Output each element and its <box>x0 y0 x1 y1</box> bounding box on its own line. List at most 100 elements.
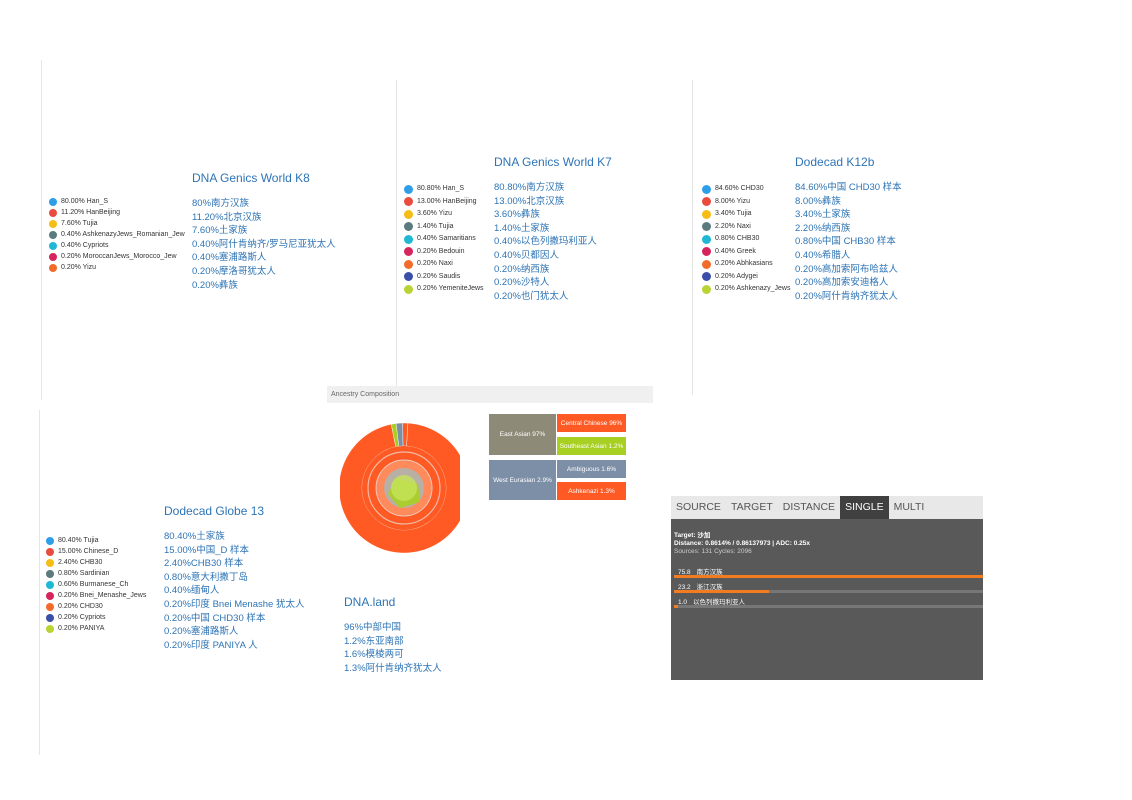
inner-ring <box>367 451 441 525</box>
legend-swatch <box>404 197 413 207</box>
tab-target[interactable]: TARGET <box>730 501 773 513</box>
legend-swatch <box>702 184 711 194</box>
result-bar <box>674 590 769 593</box>
translation-line: 0.20%摩洛哥犹太人 <box>192 265 276 277</box>
centre-highlight <box>391 475 417 501</box>
tab-source[interactable]: SOURCE <box>676 501 721 513</box>
legend-entry: 0.20% Ashkenazy_Jews <box>702 283 791 296</box>
result-row-label: 1.0 以色列撒玛利亚人 <box>678 596 745 606</box>
legend-label: 0.80% CHB30 <box>715 235 760 242</box>
legend-swatch <box>46 558 54 567</box>
legend-entry: 15.00% Chinese_D <box>46 546 146 557</box>
legend-label: 0.20% Bnei_Menashe_Jews <box>58 592 147 599</box>
legend-k8: 80.00% Han_S 11.20% HanBeijing 7.60% Tujia… <box>49 196 185 273</box>
legend-label: 13.00% HanBeijing <box>417 197 477 205</box>
legend-swatch <box>46 602 54 611</box>
legend-swatch <box>49 197 57 206</box>
legend-swatch <box>49 252 57 261</box>
legend-entry: 13.00% HanBeijing <box>404 196 484 209</box>
legend-entry: 0.20% Saudis <box>404 271 484 284</box>
zh-list-k8: 80%南方汉族 11.20%北京汉族 7.60%土家族 0.40%阿什肯纳齐/罗马尼亚… <box>192 197 336 292</box>
result-bar-track <box>674 590 983 593</box>
legend-entry: 0.60% Burmanese_Ch <box>46 579 146 590</box>
legend-entry: 0.20% Bedouin <box>404 246 484 259</box>
legend-entry: 0.20% YemeniteJews <box>404 283 484 296</box>
chart-title-k12b: Dodecad K12b <box>795 155 875 169</box>
result-population: 以色列撒玛利亚人 <box>693 599 746 606</box>
legend-label: 3.40% Tujia <box>715 210 752 217</box>
legend-swatch <box>49 241 57 250</box>
legend-swatch <box>46 591 54 600</box>
legend-swatch <box>702 222 711 232</box>
sub-box-southeast-asian: Southeast Asian 1.2% <box>557 437 626 455</box>
legend-entry: 80.80% Han_S <box>404 183 484 196</box>
tab-single[interactable]: SINGLE <box>840 496 889 519</box>
ancestry-donut-chart <box>340 422 460 554</box>
zh-list-k7: 80.80%南方汉族 13.00%北京汉族 3.60%彝族 1.40%土家族 0.40%… <box>494 181 597 303</box>
translation-line: 0.20%也门犹太人 <box>494 290 569 302</box>
legend-label: 7.60% Tujia <box>61 220 98 227</box>
legend-swatch <box>702 284 711 294</box>
legend-swatch <box>46 569 54 578</box>
legend-label: 0.20% YemeniteJews <box>417 285 484 292</box>
legend-swatch <box>46 613 54 622</box>
legend-label: 0.20% Saudis <box>417 272 461 280</box>
result-value: 23.2 <box>678 584 691 591</box>
translation-line: 7.60%土家族 <box>192 225 248 237</box>
translation-line: 80%南方汉族 <box>192 198 250 209</box>
chart-title-globe13: Dodecad Globe 13 <box>164 504 265 518</box>
tab-multi[interactable]: MULTI <box>893 501 925 513</box>
sources-line: Sources: 131 Cycles: 2096 <box>674 548 752 555</box>
legend-entry: 84.60% CHD30 <box>702 183 791 196</box>
result-bar <box>674 575 983 578</box>
legend-label: 2.20% Naxi <box>715 222 751 230</box>
translation-line: 1.40%土家族 <box>494 222 550 234</box>
translation-line: 0.20%印度 Bnei Menashe 犹太人 <box>164 598 305 610</box>
sub-box-ambiguous: Ambiguous 1.6% <box>557 460 626 478</box>
translation-line: 15.00%中国_D 样本 <box>164 544 250 556</box>
sub-box-ashkenazi: Ashkenazi 1.3% <box>557 482 626 500</box>
tab-distance[interactable]: DISTANCE <box>782 501 836 513</box>
legend-entry: 0.80% Sardinian <box>46 568 146 579</box>
legend-label: 0.80% Sardinian <box>58 570 110 577</box>
zh-list-k12b: 84.60%中国 CHD30 样本 8.00%彝族 3.40%土家族 2.20%纳西族… <box>795 181 902 303</box>
legend-swatch <box>46 624 54 633</box>
legend-k12b: 84.60% CHD30 8.00% Yizu 3.40% Tujia 2.20% N… <box>702 183 791 296</box>
translation-line: 0.40%阿什肯纳齐/罗马尼亚犹太人 <box>192 238 336 250</box>
legend-entry: 0.20% PANIYA <box>46 623 146 634</box>
translation-line: 3.40%土家族 <box>795 209 851 221</box>
legend-label: 0.20% Abhkasians <box>715 260 773 267</box>
legend-swatch <box>404 234 413 244</box>
ancestry-composition-header: Ancestry Composition <box>327 386 653 403</box>
legend-entry: 3.60% Yizu <box>404 208 484 221</box>
divider-line <box>692 80 693 395</box>
legend-label: 0.40% Samaritians <box>417 235 476 242</box>
legend-label: 0.20% Bedouin <box>417 247 465 255</box>
legend-entry: 0.40% Greek <box>702 246 791 259</box>
translation-line: 0.20%沙特人 <box>494 277 550 289</box>
result-bar <box>674 605 679 608</box>
legend-label: 80.40% Tujia <box>58 537 99 544</box>
translation-line: 84.60%中国 CHD30 样本 <box>795 182 902 193</box>
divider-line <box>39 410 40 755</box>
result-info: Target: 沙加 Distance: 0.8614% / 0.8613797… <box>674 532 810 556</box>
legend-label: 8.00% Yizu <box>715 197 751 205</box>
translation-line: 13.00%北京汉族 <box>494 195 565 207</box>
result-row-label: 23.2 浙江汉族 <box>678 581 723 591</box>
translation-line: 80.40%土家族 <box>164 531 225 542</box>
legend-label: 80.00% Han_S <box>61 198 109 205</box>
legend-swatch <box>404 209 413 219</box>
legend-k7: 80.80% Han_S 13.00% HanBeijing 3.60% Yizu 1… <box>404 183 484 296</box>
sub-box-central-chinese: Central Chinese 96% <box>557 414 626 432</box>
legend-label: 0.40% Greek <box>715 247 756 255</box>
legend-entry: 0.20% Cypriots <box>46 612 146 623</box>
translation-line: 1.6%模棱两可 <box>344 649 404 661</box>
legend-entry: 8.00% Yizu <box>702 196 791 209</box>
translation-line: 8.00%彝族 <box>795 195 841 207</box>
translation-line: 0.20%印度 PANIYA 人 <box>164 639 258 651</box>
translation-line: 0.40%贝都因人 <box>494 249 559 261</box>
legend-entry: 1.40% Tujia <box>404 221 484 234</box>
group-box-west-eurasian: West Eurasian 2.9% <box>489 460 556 500</box>
legend-swatch <box>46 536 54 545</box>
translation-line: 0.20%塞浦路斯人 <box>164 626 239 638</box>
